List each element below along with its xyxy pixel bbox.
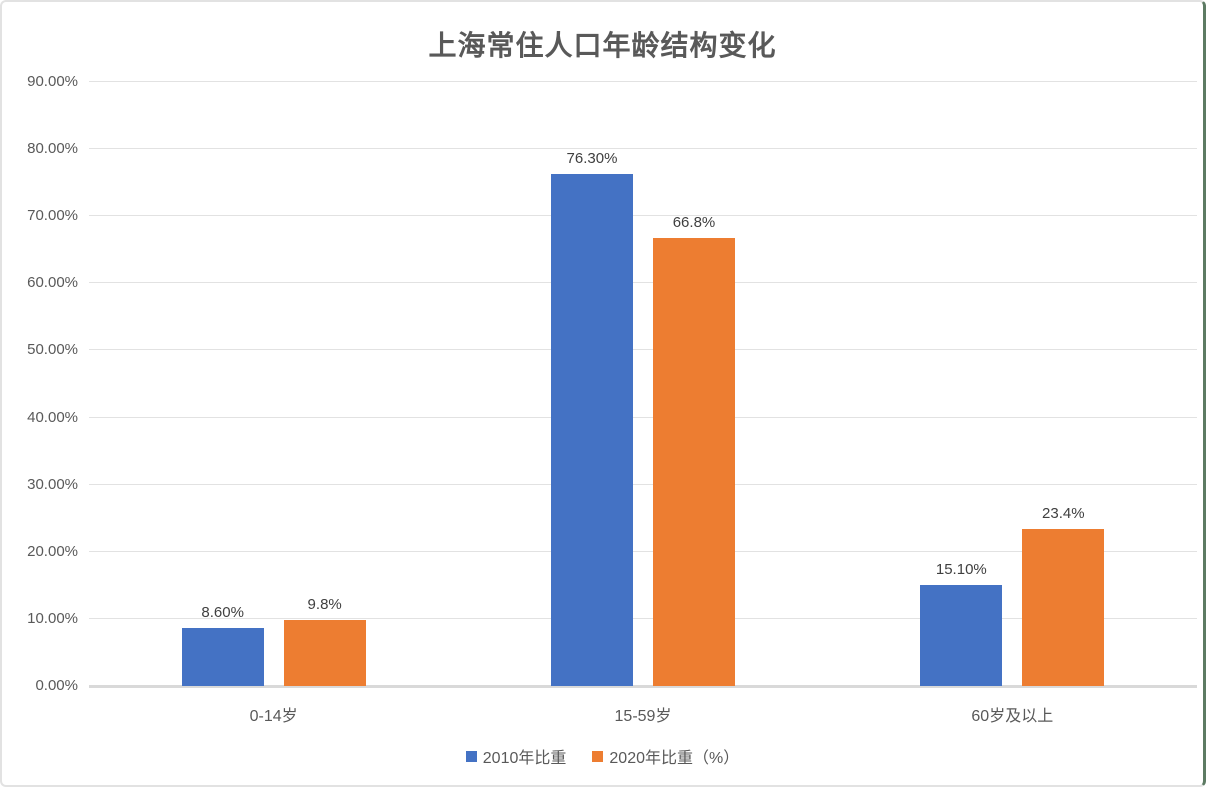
bar-value-label: 9.8%: [307, 596, 342, 614]
bar-series-0-category-1: 76.30%: [550, 150, 633, 686]
x-axis: 0-14岁 15-59岁 60岁及以上: [89, 702, 1197, 726]
y-tick-label: 40.00%: [27, 408, 78, 426]
bar-series-1-category-2: 23.4%: [1022, 505, 1105, 686]
plot-area: 8.60% 9.8% 76.30% 66.8% 15.10% 23.4%: [89, 81, 1197, 688]
bar-value-label: 66.8%: [672, 213, 716, 231]
bar-value-label: 15.10%: [935, 560, 987, 578]
x-tick-label: 60岁及以上: [971, 708, 1054, 725]
y-tick-label: 90.00%: [27, 73, 78, 90]
x-tick-label: 0-14岁: [249, 708, 298, 725]
chart-title: 上海常住人口年龄结构变化: [428, 30, 777, 61]
gridline: [89, 550, 1197, 552]
legend-label: 2010年比重: [482, 750, 567, 767]
gridline: [89, 215, 1197, 217]
gridline: [89, 81, 1197, 82]
y-tick-label: 70.00%: [27, 207, 78, 225]
bar-value-label: 8.60%: [201, 604, 244, 622]
y-tick-label: 0.00%: [35, 677, 78, 694]
bar-group: 15.10% 23.4%: [828, 82, 1197, 686]
bar-value-label: 23.4%: [1042, 504, 1085, 522]
bar-group: 76.30% 66.8%: [458, 82, 827, 686]
bar-series-1-category-1: 66.8%: [652, 214, 735, 686]
bar-series-1-category-0: 9.8%: [283, 596, 366, 686]
legend-item-series-1: 2020年比重（%）: [592, 744, 739, 768]
bar-group: 8.60% 9.8%: [89, 82, 458, 686]
y-tick-label: 20.00%: [27, 542, 78, 560]
gridline: [89, 483, 1197, 485]
gridline: [89, 349, 1197, 351]
x-axis-line: [89, 685, 1197, 688]
gridline: [89, 617, 1197, 619]
legend-swatch-icon: [465, 750, 477, 762]
y-axis: 0.00% 10.00% 20.00% 30.00% 40.00% 50.00% 60.00…: [2, 73, 78, 694]
y-tick-label: 50.00%: [27, 341, 78, 359]
y-tick-label: 10.00%: [27, 609, 78, 627]
legend: 2010年比重 2020年比重（%）: [2, 744, 1203, 768]
gridline: [89, 282, 1197, 284]
gridline: [89, 416, 1197, 418]
y-tick-label: 30.00%: [27, 475, 78, 493]
legend-item-series-0: 2010年比重: [465, 744, 567, 768]
y-tick-label: 80.00%: [27, 140, 78, 158]
x-tick-label: 15-59岁: [614, 708, 672, 725]
legend-label: 2020年比重（%）: [609, 750, 740, 767]
gridline: [89, 148, 1197, 150]
legend-swatch-icon: [592, 750, 604, 762]
y-tick-label: 60.00%: [27, 274, 78, 292]
bar-series-0-category-0: 8.60%: [181, 604, 264, 686]
bar-series-0-category-2: 15.10%: [920, 561, 1003, 686]
bar-value-label: 76.30%: [566, 149, 618, 167]
